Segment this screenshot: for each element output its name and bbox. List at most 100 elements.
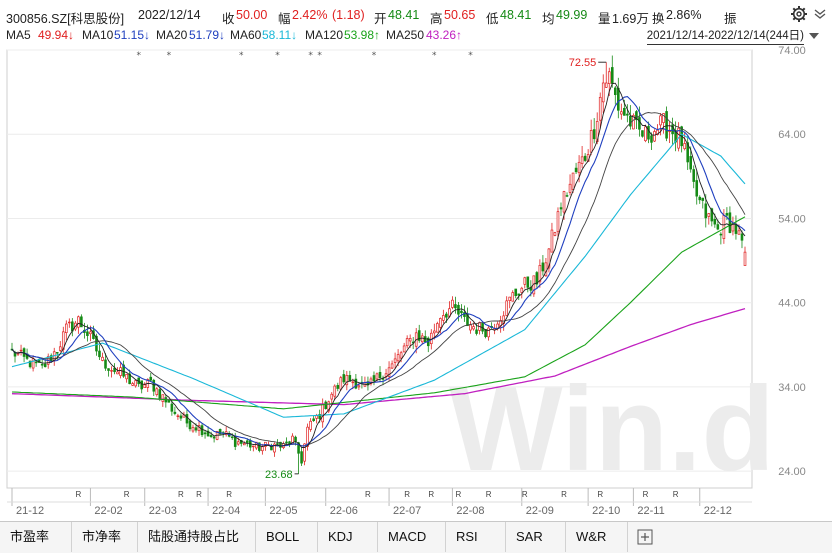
open-label: 开 [374,12,387,26]
candle-body [635,111,638,121]
tab-northbound-holding[interactable]: 陆股通持股占比 [138,522,256,552]
candle-body [704,203,708,219]
candle-body [110,370,113,372]
plus-box-icon[interactable] [628,522,662,552]
kline-chart[interactable]: Win.d 74.00 64.00 54.00 44.00 34.00 24.00 21-1… [0,46,832,521]
tab-pe[interactable]: 市盈率 [0,522,72,552]
candle-body [40,364,44,366]
candle-body [354,378,358,389]
candle-body [442,315,445,321]
tab-kdj[interactable]: KDJ [318,522,378,552]
candle-body [357,385,361,388]
date-range-selector[interactable]: 2021/12/14-2022/12/14(244日) [646,28,804,45]
high-label: 高 [430,12,443,26]
candle-body [245,440,249,443]
candle-body [77,316,80,328]
candle-body [19,349,23,352]
candle-body [568,183,572,193]
gear-icon[interactable] [790,5,808,26]
candle-body [134,380,137,387]
candle-body [258,442,261,451]
triangle-down-icon[interactable] [808,30,820,45]
candle-body [327,401,331,412]
candle-body [285,441,288,444]
x-tick-label: 22-08 [456,505,484,517]
ma120-value: 53.98↑ [344,28,381,42]
x-tick-label: 22-10 [592,505,620,517]
candle-body [607,71,611,84]
candle-body [439,318,442,328]
candle-body [372,375,376,382]
candle-body [541,262,545,272]
ma250-label: MA250 [386,28,425,42]
candle-body [641,130,644,137]
x-tick-label: 21-12 [16,505,44,517]
tab-boll[interactable]: BOLL [256,522,318,552]
candle-body [559,207,563,210]
indicator-tabs: 市盈率 市净率 陆股通持股占比 BOLL KDJ MACD RSI SAR W&… [0,521,832,553]
x-tick-label: 22-07 [393,505,421,517]
ma5-label: MA5 [6,28,31,42]
candle-body [378,372,382,379]
tab-wr[interactable]: W&R [566,522,628,552]
candle-body [574,167,578,173]
candle-body [550,229,554,253]
close-label: 收 [222,12,235,26]
tab-macd[interactable]: MACD [378,522,446,552]
candle-body [206,430,210,437]
candle-body [598,96,602,121]
candle-body [194,427,198,431]
candle-body [369,378,373,385]
event-marker-r: R [196,490,202,499]
tab-rsi[interactable]: RSI [446,522,506,552]
candle-body [710,208,714,222]
candle-body [34,361,38,364]
candle-body [580,156,584,164]
event-marker-r: R [561,490,567,499]
event-marker-star: * [432,51,437,61]
candle-body [104,359,107,369]
x-tick-label: 22-05 [269,505,297,517]
candle-body [508,296,512,301]
candle-body [179,415,183,419]
candle-body [728,212,732,233]
event-marker-r: R [456,490,462,499]
candle-body [321,403,324,423]
candle-body [713,219,717,225]
ma10-value: 51.15↓ [114,28,151,42]
tab-sar[interactable]: SAR [506,522,566,552]
candle-body [107,368,110,371]
candle-body [629,115,632,127]
chevron-down-icon[interactable] [813,7,827,24]
candle-body [309,420,312,430]
candle-body [43,363,47,368]
candle-body [185,414,189,424]
candle-body [393,358,397,363]
candle-body [650,135,653,143]
candle-body [212,436,216,439]
candle-body [188,420,192,430]
candle-body [613,87,617,96]
candle-body [95,335,98,352]
candle-body [236,441,240,445]
candle-body [671,124,674,135]
candle-body [604,82,608,88]
candle-body [152,379,156,392]
candle-body [140,380,144,390]
candle-body [387,367,391,377]
y-tick-label: 54.00 [778,213,806,225]
event-marker-r: R [673,490,679,499]
tab-pb[interactable]: 市净率 [72,522,138,552]
candle-body [119,367,122,376]
turnover-value: 2.86% [666,8,702,22]
ma60-label: MA60 [230,28,262,42]
candle-body [487,327,490,338]
candle-body [472,326,475,330]
low-value: 48.41 [500,8,532,22]
event-marker-r: R [597,490,603,499]
candle-body [520,287,524,293]
event-marker-star: * [468,51,473,61]
candle-body [589,130,593,153]
candle-body [176,415,180,418]
candle-body [692,169,696,182]
